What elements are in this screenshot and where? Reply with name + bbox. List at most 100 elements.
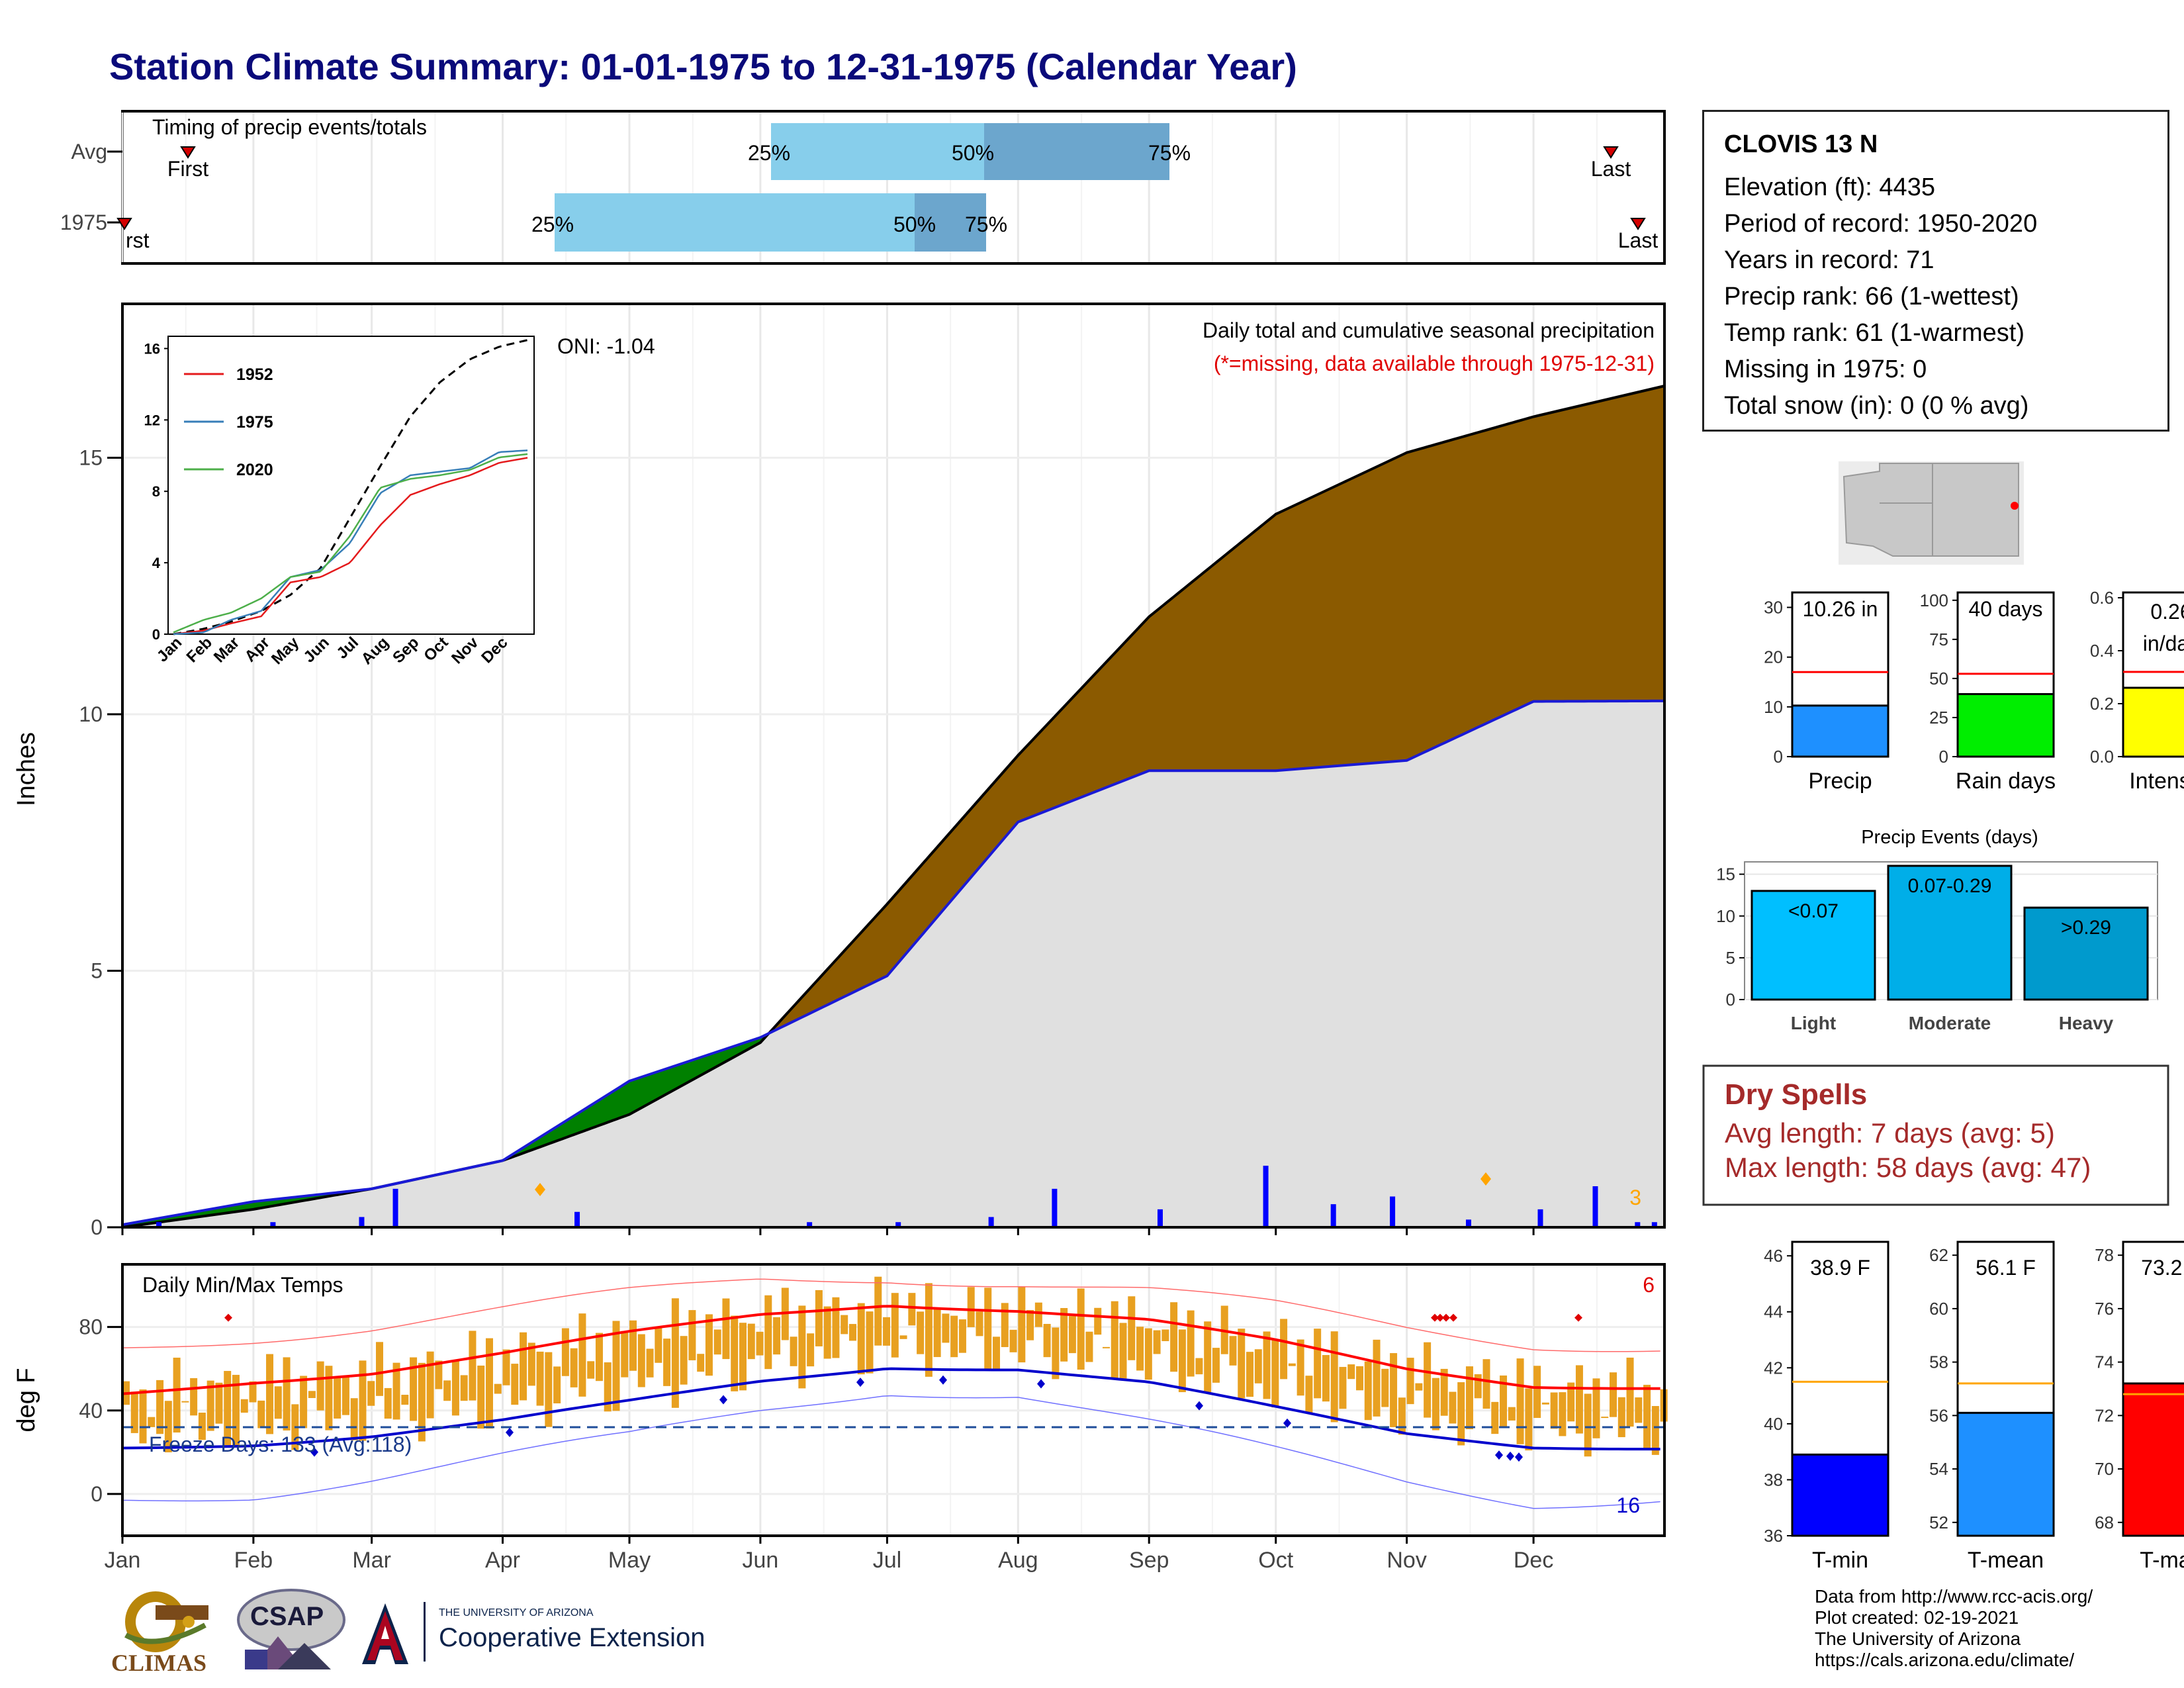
daily-temp-bar bbox=[1212, 1348, 1220, 1383]
events-bar-label: Moderate bbox=[1909, 1013, 1991, 1033]
daily-temp-bar bbox=[148, 1417, 156, 1427]
daily-temp-bar bbox=[384, 1387, 392, 1419]
inset-legend-1952: 1952 bbox=[236, 365, 273, 384]
daily-temp-bar bbox=[1144, 1328, 1152, 1380]
inset-line-2020 bbox=[173, 453, 528, 633]
dry-spells-box: Dry Spells Avg length: 7 days (avg: 5) M… bbox=[1702, 1064, 2169, 1206]
temp-ytick-label: 56 bbox=[1929, 1405, 1948, 1425]
inset-legend-1975: 1975 bbox=[236, 413, 273, 432]
daily-temp-bar bbox=[578, 1313, 586, 1397]
daily-temp-bar bbox=[181, 1401, 189, 1403]
mini-ytick-label: 20 bbox=[1764, 647, 1783, 667]
daily-temp-bar bbox=[958, 1319, 966, 1353]
precip-ytick-label: 5 bbox=[91, 959, 103, 983]
mini-ytick-label: 0.6 bbox=[2090, 588, 2114, 608]
daily-temp-bar bbox=[1550, 1392, 1558, 1429]
daily-temp-bar bbox=[1077, 1288, 1085, 1370]
record-high-marker bbox=[1449, 1313, 1457, 1322]
station-info-box: CLOVIS 13 N Elevation (ft): 4435 Period … bbox=[1702, 110, 2169, 432]
daily-temp-bar bbox=[587, 1361, 595, 1379]
precip-max-marker bbox=[535, 1183, 545, 1196]
dry-spells-max: Max length: 58 days (avg: 47) bbox=[1725, 1152, 2091, 1183]
daily-temp-bar bbox=[1111, 1301, 1118, 1380]
precip-deficit-area bbox=[122, 386, 1664, 1227]
daily-precip-bar bbox=[1651, 1222, 1657, 1227]
station-missing: Missing in 1975: 0 bbox=[1724, 355, 1927, 383]
daily-temp-bar bbox=[1601, 1417, 1609, 1419]
temp-ytick-label: 44 bbox=[1764, 1302, 1783, 1322]
record-high-marker bbox=[1431, 1313, 1439, 1322]
daily-temp-bar bbox=[773, 1317, 781, 1355]
daily-temp-bar bbox=[984, 1288, 992, 1371]
daily-temp-bar bbox=[1018, 1286, 1026, 1363]
daily-temp-bar bbox=[1330, 1331, 1338, 1423]
temp-label: Daily Min/Max Temps bbox=[142, 1273, 343, 1297]
daily-temp-bar bbox=[1229, 1336, 1237, 1366]
daily-temp-bar bbox=[764, 1295, 772, 1370]
daily-temp-bar bbox=[350, 1398, 358, 1440]
daily-temp-bar bbox=[206, 1380, 214, 1431]
events-bar-label: Light bbox=[1791, 1013, 1836, 1033]
daily-temp-bar bbox=[1440, 1368, 1448, 1416]
timing-avg-p25: 25% bbox=[748, 141, 790, 165]
temp-top-count: 6 bbox=[1643, 1273, 1655, 1297]
timing-avg-bar-lower bbox=[771, 123, 984, 180]
month-label: Mar bbox=[352, 1548, 391, 1573]
daily-temp-bar bbox=[1449, 1391, 1457, 1424]
temp-ytick-label: 42 bbox=[1764, 1358, 1783, 1378]
daily-temp-bar bbox=[646, 1348, 654, 1378]
daily-temp-bar bbox=[1482, 1359, 1490, 1409]
daily-temp-bar bbox=[1280, 1319, 1288, 1380]
timing-avg-first-marker bbox=[180, 146, 196, 159]
mini-ytick-label: 25 bbox=[1929, 708, 1948, 727]
daily-temp-bar bbox=[1161, 1329, 1169, 1342]
daily-temp-bar bbox=[418, 1362, 426, 1442]
daily-temp-bar bbox=[655, 1328, 662, 1363]
daily-temp-bar bbox=[790, 1336, 797, 1366]
daily-temp-bar bbox=[612, 1321, 620, 1411]
daily-temp-bar bbox=[1465, 1366, 1473, 1430]
temp-chart-label: T-min bbox=[1812, 1548, 1868, 1573]
events-ytick-label: 10 bbox=[1716, 906, 1735, 926]
mini-ytick-label: 50 bbox=[1929, 669, 1948, 688]
record-low-marker bbox=[1506, 1451, 1514, 1461]
daily-temp-bar bbox=[1204, 1321, 1212, 1393]
daily-temp-bar bbox=[520, 1332, 527, 1401]
daily-temp-bar bbox=[1305, 1376, 1313, 1413]
daily-temp-bar bbox=[527, 1342, 535, 1386]
map-states-shape bbox=[1843, 463, 2019, 557]
daily-precip-bar bbox=[1330, 1204, 1336, 1227]
daily-temp-bar bbox=[1238, 1329, 1246, 1399]
temp-bottom-count: 16 bbox=[1616, 1493, 1640, 1517]
temp-ylabel: deg F bbox=[13, 1368, 40, 1432]
inset-line-1975 bbox=[173, 449, 528, 635]
daily-temp-bar bbox=[747, 1323, 755, 1360]
inset-avg-line bbox=[173, 339, 528, 635]
daily-temp-bar bbox=[1187, 1310, 1195, 1377]
daily-temp-bar bbox=[1651, 1406, 1659, 1455]
daily-temp-bar bbox=[451, 1360, 459, 1416]
daily-precip-bar bbox=[156, 1222, 162, 1227]
coop-extension: Cooperative Extension bbox=[439, 1623, 705, 1652]
precip-ytick-label: 10 bbox=[79, 702, 103, 726]
daily-temp-bar bbox=[443, 1380, 451, 1401]
temp-ytick-label: 62 bbox=[1929, 1245, 1948, 1265]
daily-temp-bar bbox=[1617, 1397, 1625, 1438]
daily-temp-bar bbox=[325, 1366, 333, 1430]
daily-temp-bar bbox=[1390, 1353, 1398, 1427]
daily-temp-bar bbox=[1068, 1316, 1076, 1354]
dry-spells-title: Dry Spells bbox=[1725, 1078, 1867, 1111]
temp-ytick-label: 76 bbox=[2095, 1299, 2114, 1319]
temp-ytick-label: 68 bbox=[2095, 1513, 2114, 1532]
temp-bar bbox=[2122, 1382, 2184, 1537]
daily-temp-bar bbox=[460, 1375, 468, 1401]
daily-temp-bar bbox=[637, 1334, 645, 1387]
daily-temp-bar bbox=[891, 1293, 899, 1358]
daily-temp-bar bbox=[1297, 1339, 1304, 1396]
daily-temp-bar bbox=[1009, 1329, 1017, 1352]
footer-line: https://cals.arizona.edu/climate/ bbox=[1815, 1650, 2075, 1670]
daily-temp-bar bbox=[832, 1297, 840, 1358]
daily-temp-bar bbox=[815, 1289, 823, 1346]
mini-ytick-label: 0.0 bbox=[2090, 747, 2114, 767]
